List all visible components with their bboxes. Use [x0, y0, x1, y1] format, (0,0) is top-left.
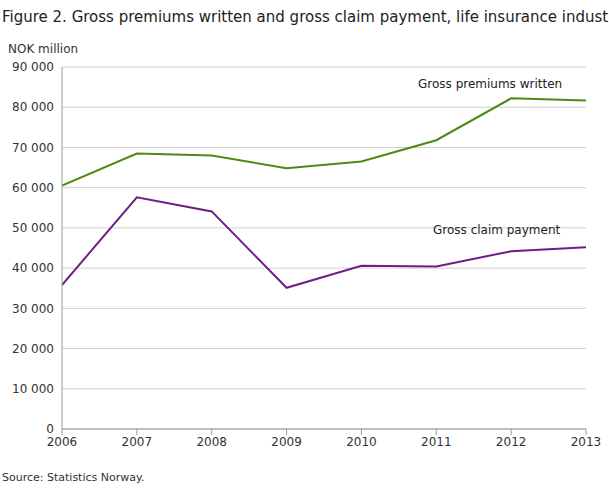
- svg-text:2011: 2011: [421, 435, 452, 449]
- svg-text:2007: 2007: [122, 435, 153, 449]
- svg-text:60 000: 60 000: [12, 181, 54, 195]
- svg-text:2009: 2009: [271, 435, 302, 449]
- html-text:Gross claim payment: Gross claim payment: [433, 223, 561, 237]
- svg-text:2012: 2012: [496, 435, 527, 449]
- svg-text:2010: 2010: [346, 435, 377, 449]
- html-text:Source: Statistics Norway.: Source: Statistics Norway.: [2, 471, 145, 484]
- svg-text:10 000: 10 000: [12, 382, 54, 396]
- svg-text:50 000: 50 000: [12, 221, 54, 235]
- html-text:NOK million: NOK million: [8, 42, 79, 56]
- svg-text:0: 0: [46, 422, 54, 436]
- svg-text:80 000: 80 000: [12, 100, 54, 114]
- svg-text:70 000: 70 000: [12, 141, 54, 155]
- svg-text:40 000: 40 000: [12, 261, 54, 275]
- svg-text:30 000: 30 000: [12, 302, 54, 316]
- html-text:Gross premiums written: Gross premiums written: [418, 77, 563, 91]
- svg-text:2006: 2006: [47, 435, 78, 449]
- svg-text:90 000: 90 000: [12, 60, 54, 74]
- svg-text:2013: 2013: [571, 435, 601, 449]
- svg-text:20 000: 20 000: [12, 342, 54, 356]
- svg-text:2008: 2008: [196, 435, 227, 449]
